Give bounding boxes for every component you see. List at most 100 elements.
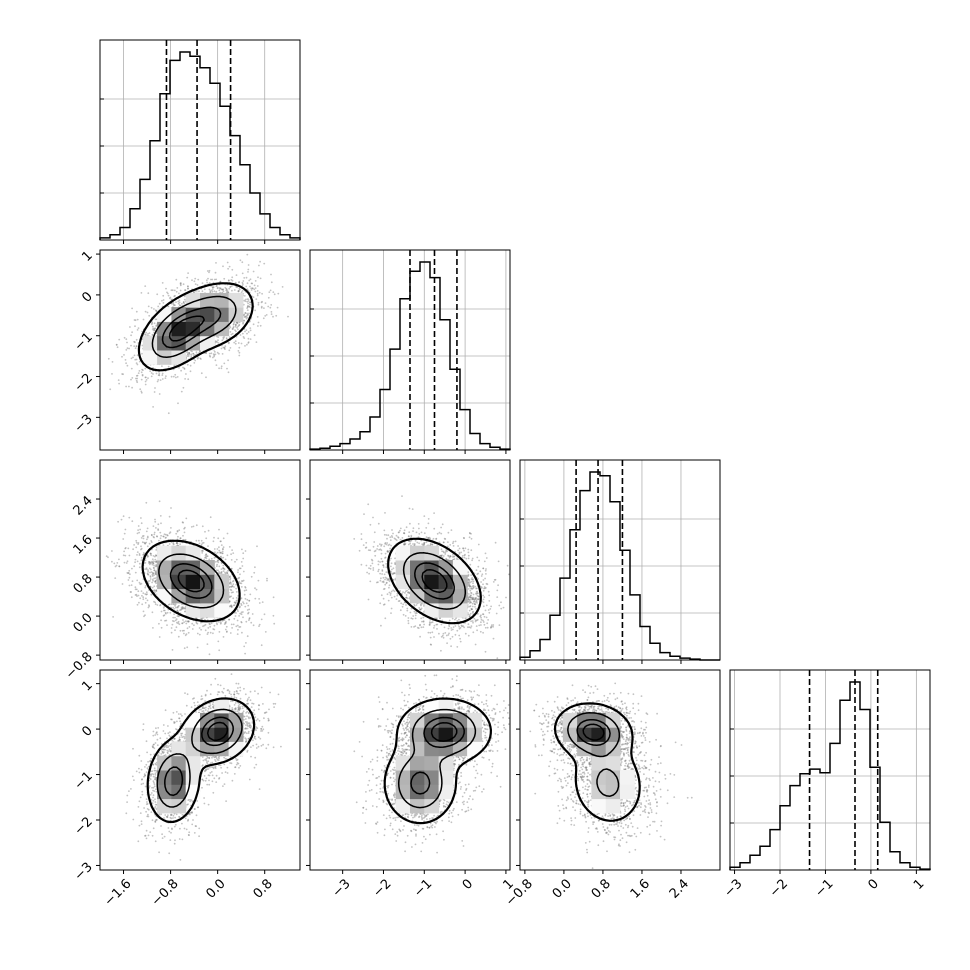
scatter-panel-2-1: [306, 459, 511, 664]
density-cell: [410, 755, 425, 771]
y-tick-label: 0: [79, 723, 95, 739]
y-tick-label: −1: [72, 769, 96, 793]
density-cell: [591, 798, 607, 814]
density-cell: [591, 727, 607, 742]
contour-line: [141, 539, 241, 623]
histogram-step: [99, 51, 301, 240]
scatter-panel-1-0: [96, 249, 301, 454]
density-cell: [605, 798, 621, 814]
panel-frame: [519, 459, 721, 661]
contour-line: [414, 562, 455, 600]
x-tick-label: 0.8: [589, 876, 614, 901]
y-tick-label: −1: [72, 330, 96, 354]
density-cell: [228, 741, 244, 757]
contour-line: [146, 697, 256, 824]
contour-line: [421, 568, 448, 593]
density-cell: [185, 545, 201, 561]
panel-content: [353, 495, 510, 660]
contour-line: [169, 563, 213, 599]
density-cell: [620, 770, 635, 785]
density-cell: [214, 307, 230, 322]
y-tick-label: −2: [72, 371, 96, 395]
panel-frame: [729, 669, 931, 871]
density-cell: [200, 602, 215, 618]
density-cell: [171, 798, 187, 814]
density-cell: [562, 727, 578, 742]
x-tick-label: −0.8: [149, 876, 182, 909]
x-tick-label: 0.8: [251, 876, 276, 901]
density-cell: [424, 741, 440, 757]
contour-line: [582, 723, 605, 741]
density-cell: [591, 784, 607, 800]
density-cell: [395, 545, 411, 561]
contour-line: [402, 552, 467, 610]
panel-frame: [99, 249, 301, 451]
density-cell: [200, 307, 215, 322]
density-cell: [171, 350, 187, 365]
density-cell: [214, 602, 230, 618]
x-tick-label: 2.4: [667, 876, 692, 901]
x-tick-label: −3: [721, 876, 745, 900]
x-tick-label: 1.6: [628, 876, 653, 901]
density-cell: [452, 712, 468, 728]
y-tick-label: −2: [72, 814, 96, 838]
density-cell: [157, 574, 172, 590]
density-cell: [605, 770, 621, 785]
contour-line: [576, 718, 611, 746]
x-tick-label: 0: [866, 876, 882, 892]
density-cell: [185, 321, 201, 337]
density-cell: [562, 712, 578, 728]
density-cell: [591, 755, 607, 771]
y-tick-label: −0.8: [63, 649, 96, 682]
density-cell: [157, 755, 172, 771]
density-cell: [157, 770, 172, 785]
scatter-panel-3-1: [306, 669, 511, 874]
density-cell: [424, 770, 440, 785]
panel-frame: [309, 249, 511, 451]
density-cell: [467, 741, 482, 757]
scatter-panel-2-0: [96, 459, 301, 664]
contour-line: [164, 716, 234, 797]
density-cell: [424, 574, 440, 590]
y-tick-label: 2.4: [71, 493, 96, 518]
density-cell: [395, 798, 411, 814]
density-cell: [424, 798, 440, 814]
contour-line: [430, 722, 458, 742]
density-cell: [605, 755, 621, 771]
density-cell: [467, 712, 482, 728]
panel-content: [105, 500, 276, 656]
density-cell: [228, 292, 244, 308]
density-cell: [410, 770, 425, 785]
contour-line: [383, 697, 492, 825]
density-cell: [395, 755, 411, 771]
density-cell: [410, 784, 425, 800]
panel-content: [125, 673, 282, 861]
histogram-panel-2: [519, 459, 721, 664]
x-tick-label: −1: [411, 876, 435, 900]
density-cell: [228, 307, 244, 322]
y-tick-label: −3: [72, 860, 96, 884]
density-cell: [591, 770, 607, 785]
panel-frame: [99, 39, 301, 241]
density-cell: [620, 784, 635, 800]
contour-line: [137, 282, 254, 372]
histogram-step: [729, 681, 931, 870]
density-cell: [185, 574, 201, 590]
density-cell: [438, 712, 454, 728]
contour-line: [158, 553, 225, 609]
scatter-panel-3-2: [516, 669, 721, 874]
density-cell: [171, 741, 187, 757]
panel-frame: [519, 669, 721, 871]
density-cell: [200, 292, 215, 308]
y-tick-label: 0.8: [71, 571, 96, 596]
contour-line: [387, 537, 482, 625]
x-tick-label: −2: [767, 876, 791, 900]
density-cell: [438, 602, 454, 618]
contour-line: [397, 708, 477, 809]
density-cell: [171, 770, 187, 785]
density-cell: [438, 698, 454, 714]
histogram-panel-3: [729, 669, 931, 874]
panel-frame: [309, 459, 511, 661]
histogram-step: [519, 471, 720, 661]
panel-frame: [99, 459, 301, 661]
